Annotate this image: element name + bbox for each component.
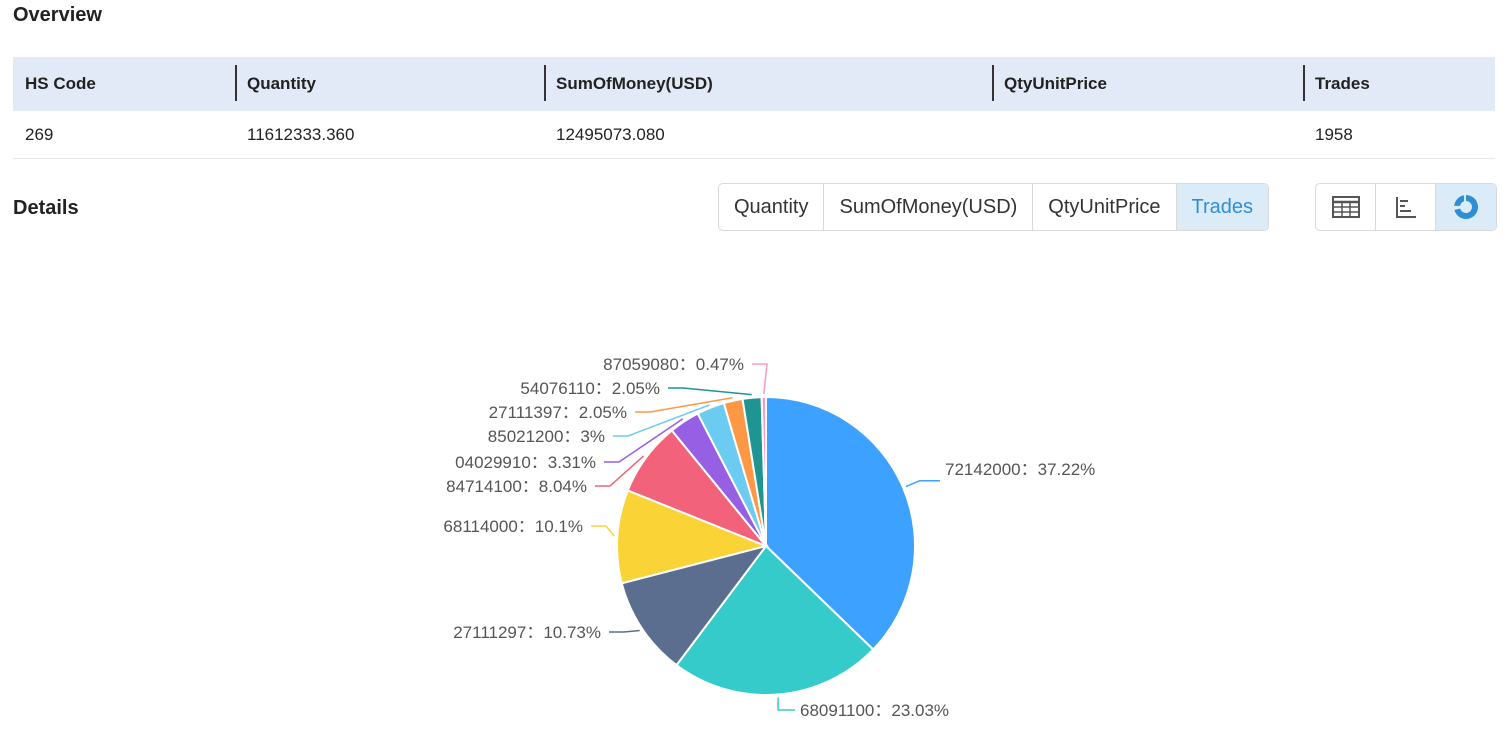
pie-slice-68114000[interactable] <box>616 489 770 585</box>
pie-label-84714100: 84714100：8.04% <box>446 477 587 496</box>
cell-quantity: 11612333.360 <box>247 124 355 144</box>
leader-line-04029910 <box>604 418 684 463</box>
leader-line-27111297 <box>609 629 640 633</box>
tab-sum-of-money[interactable]: SumOfMoney(USD) <box>824 184 1034 230</box>
pie-label-27111397: 27111397：2.05% <box>489 403 627 422</box>
metric-tab-group: Quantity SumOfMoney(USD) QtyUnitPrice Tr… <box>718 183 1270 231</box>
pie-label-04029910: 04029910：3.31% <box>455 453 596 472</box>
pie-slice-72142000[interactable] <box>765 395 916 651</box>
overview-data-row: 269 11612333.360 12495073.080 1958 <box>13 111 1495 159</box>
pie-slice-87059080[interactable] <box>760 395 767 547</box>
cell-hs-code: 269 <box>25 124 54 144</box>
details-title: Details <box>13 197 79 219</box>
header-trades: Trades <box>1303 65 1495 101</box>
header-qty-unit-price: QtyUnitPrice <box>992 65 1303 101</box>
table-view-icon <box>1331 196 1360 218</box>
leader-line-54076110 <box>668 387 752 396</box>
leader-line-68114000 <box>591 525 615 537</box>
overview-header-row: HS Code Quantity SumOfMoney(USD) QtyUnit… <box>13 57 1495 111</box>
tab-trades[interactable]: Trades <box>1176 184 1269 230</box>
cell-trades: 1958 <box>1315 124 1353 144</box>
pie-slice-27111297[interactable] <box>620 544 769 667</box>
header-sum-of-money: SumOfMoney(USD) <box>544 65 992 101</box>
leader-line-27111397 <box>635 397 733 413</box>
leader-line-68091100 <box>777 697 795 711</box>
header-hs-code: HS Code <box>25 74 96 93</box>
pie-chart-view-button[interactable] <box>1436 184 1496 230</box>
header-quantity: Quantity <box>235 65 544 101</box>
pie-label-87059080: 87059080：0.47% <box>603 355 744 374</box>
pie-chart: 72142000：37.22% 68091100：23.03% 27111297：1… <box>443 355 1095 720</box>
view-toggle-group <box>1315 183 1497 231</box>
tab-qty-unit-price[interactable]: QtyUnitPrice <box>1033 184 1177 230</box>
pie-label-68114000: 68114000：10.1% <box>443 517 583 536</box>
pie-leader-lines <box>591 363 940 711</box>
pie-label-72142000: 72142000：37.22% <box>945 460 1095 479</box>
overview-title: Overview <box>13 4 102 26</box>
bar-chart-view-icon <box>1395 197 1416 218</box>
pie-label-85021200: 85021200：3% <box>488 427 605 446</box>
leader-line-72142000 <box>905 479 940 488</box>
leader-line-84714100 <box>595 455 645 487</box>
leader-line-85021200 <box>613 404 710 437</box>
cell-sum-of-money: 12495073.080 <box>556 124 665 144</box>
pie-label-68091100: 68091100：23.03% <box>800 701 949 720</box>
pie-chart-view-icon <box>1454 194 1479 219</box>
pie-labels: 72142000：37.22% 68091100：23.03% 27111297：1… <box>443 355 1095 720</box>
overview-table: HS Code Quantity SumOfMoney(USD) QtyUnit… <box>13 57 1495 159</box>
tab-quantity[interactable]: Quantity <box>719 184 825 230</box>
pie-slice-68091100[interactable] <box>675 544 875 696</box>
table-view-button[interactable] <box>1316 184 1376 230</box>
bar-chart-view-button[interactable] <box>1376 184 1436 230</box>
leader-line-87059080 <box>752 363 768 395</box>
pie-label-54076110: 54076110：2.05% <box>520 379 660 398</box>
pie-label-27111297: 27111297：10.73% <box>453 623 601 642</box>
pie-slices <box>616 395 916 696</box>
